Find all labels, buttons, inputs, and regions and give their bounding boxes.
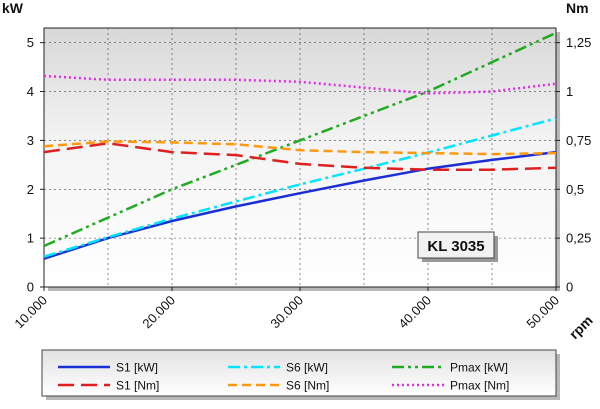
legend-label-s1-kw: S1 [kW] <box>116 361 158 375</box>
y-left-tick-label: 4 <box>27 84 34 99</box>
y-right-tick-label: 1 <box>566 84 573 99</box>
series-line-s1-nm <box>43 142 557 171</box>
y-right-tick-label: 0 <box>566 280 573 295</box>
x-tick-label: 20.000 <box>139 293 178 332</box>
legend-label-pmax-kw: Pmax [kW] <box>450 361 508 375</box>
series-line-pmax-kw <box>43 31 557 248</box>
legend: S1 [kW] S6 [kW] Pmax [kW] S1 [Nm] S6 [Nm] Pma… <box>58 361 509 393</box>
y-right-tick-label: 0,5 <box>566 182 584 197</box>
left-axis-unit: kW <box>2 0 24 16</box>
x-tick-label: 30.000 <box>267 293 306 332</box>
y-left-tick-label: 2 <box>27 182 34 197</box>
y-left-tick-label: 5 <box>27 35 34 50</box>
x-tick-label: 40.000 <box>395 293 434 332</box>
series-line-s6-nm <box>43 140 557 156</box>
y-left-tick-label: 3 <box>27 133 34 148</box>
model-label-box <box>417 231 495 259</box>
y-right-tick-label: 0,75 <box>566 133 591 148</box>
x-tick-label: 50.000 <box>523 293 562 332</box>
y-right-tick-label: 1,25 <box>566 35 591 50</box>
series-line-s6-kw <box>43 117 557 258</box>
series-layer <box>43 31 557 260</box>
legend-label-s6-nm: S6 [Nm] <box>286 379 329 393</box>
legend-label-pmax-nm: Pmax [Nm] <box>450 379 509 393</box>
series-line-pmax-nm <box>43 74 557 95</box>
y-right-tick-label: 0,25 <box>566 231 591 246</box>
right-axis-unit: Nm <box>566 0 589 16</box>
legend-label-s1-nm: S1 [Nm] <box>116 379 159 393</box>
legend-box <box>41 349 557 397</box>
model-label: KL 3035 <box>427 238 484 255</box>
legend-label-s6-kw: S6 [kW] <box>286 361 328 375</box>
series-line-s1-kw <box>43 150 557 260</box>
x-tick-label: 10.000 <box>11 293 50 332</box>
y-left-tick-label: 0 <box>27 280 34 295</box>
y-left-tick-label: 1 <box>27 231 34 246</box>
x-axis-unit: rpm <box>566 312 596 342</box>
